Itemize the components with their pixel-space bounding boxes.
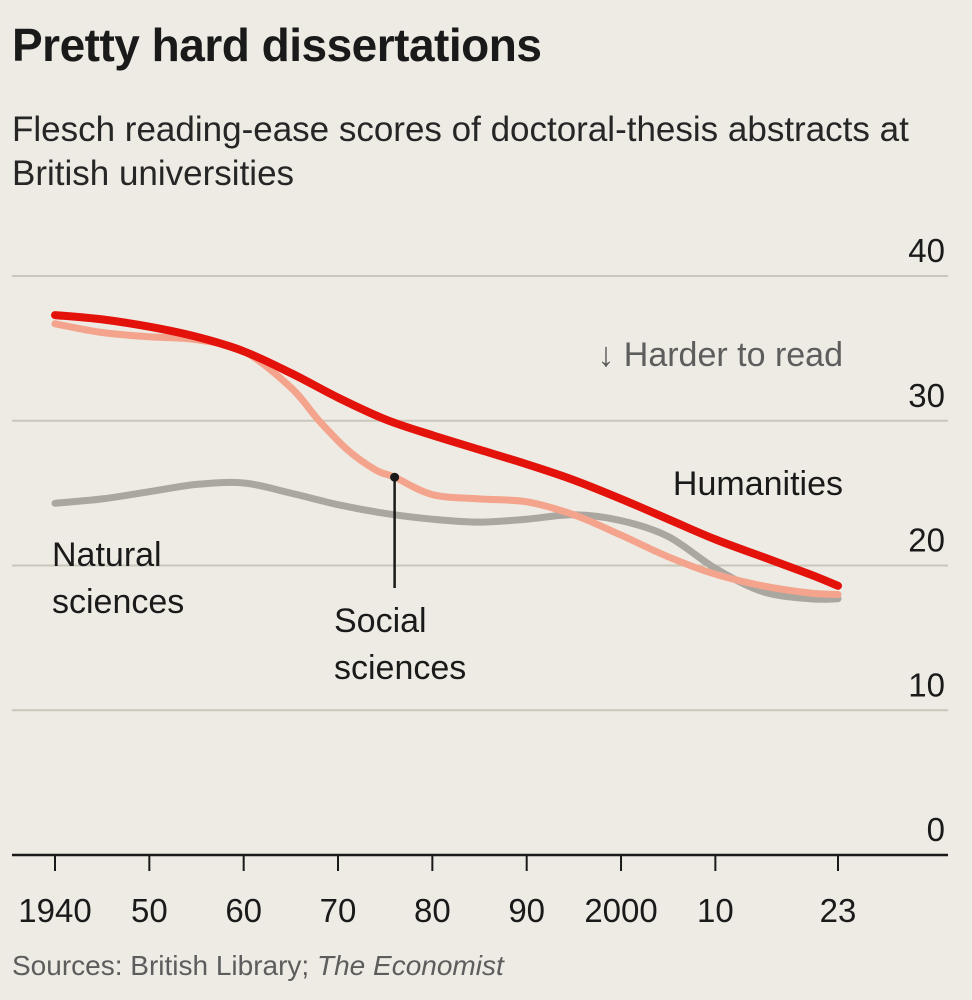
y-tick-label-30: 30 — [908, 377, 945, 414]
x-tick-label-2023: 23 — [820, 892, 857, 929]
x-tick-label-2010: 10 — [697, 892, 734, 929]
series-lines — [51, 311, 842, 603]
x-tick-label-1970: 70 — [320, 892, 357, 929]
label-humanities: Humanities — [673, 465, 843, 503]
label-social-line2: sciences — [334, 649, 466, 687]
source-note: Sources: British Library; The Economist — [12, 950, 504, 982]
x-tick-label-2000: 2000 — [584, 892, 657, 929]
series-labels: ↓ Harder to read Humanities Natural science… — [52, 336, 843, 687]
x-tick-label-1940: 1940 — [18, 892, 91, 929]
social-leader-dot — [390, 472, 400, 482]
series-line-humanities — [51, 311, 842, 590]
series-line-natural-sciences — [51, 478, 842, 603]
x-tick-label-1990: 90 — [508, 892, 545, 929]
y-tick-label-10: 10 — [908, 666, 945, 703]
y-tick-label-40: 40 — [908, 232, 945, 269]
source-italic: The Economist — [317, 950, 504, 981]
label-natural-line1: Natural — [52, 536, 162, 574]
label-social-line1: Social — [334, 602, 427, 640]
label-natural-line2: sciences — [52, 583, 184, 621]
chart-title: Pretty hard dissertations — [12, 19, 542, 71]
y-tick-label-0: 0 — [927, 811, 945, 848]
x-tick-label-1960: 60 — [225, 892, 262, 929]
x-tick-label-1980: 80 — [414, 892, 451, 929]
chart-subtitle: Flesch reading-ease scores of doctoral-t… — [12, 110, 909, 194]
y-tick-label-20: 20 — [908, 522, 945, 559]
x-axis: 1940 50 60 70 80 90 2000 10 23 — [12, 853, 948, 929]
y-axis-labels: 0 10 20 30 40 — [908, 232, 945, 848]
gridlines — [12, 275, 948, 712]
source-prefix: Sources: British Library; — [12, 950, 317, 981]
harder-to-read-annotation: ↓ Harder to read — [597, 336, 843, 374]
x-tick-label-1950: 50 — [131, 892, 168, 929]
